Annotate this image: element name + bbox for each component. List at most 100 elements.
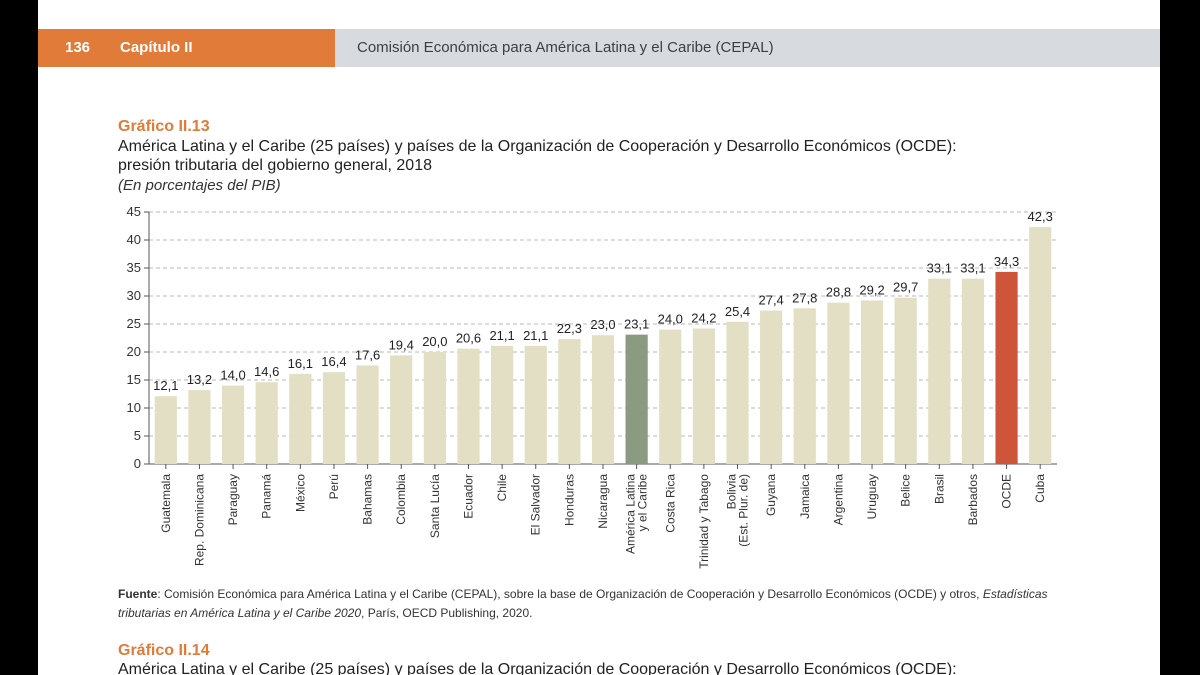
category-label: Argentina (831, 474, 845, 526)
source-colon: : (157, 587, 165, 601)
bar (558, 339, 581, 464)
publisher-name: Comisión Económica para América Latina y… (357, 39, 774, 56)
bar (860, 300, 884, 464)
data-label: 27,8 (792, 290, 817, 305)
data-label: 21,1 (523, 328, 548, 343)
header-accent-block: 136 Capítulo II (38, 29, 335, 67)
data-label: 20,0 (422, 334, 447, 349)
bar (1029, 227, 1052, 464)
data-label: 34,3 (994, 254, 1019, 269)
data-label: 23,0 (590, 317, 615, 332)
category-label: Nicaragua (596, 474, 610, 529)
data-label: 33,1 (927, 261, 952, 276)
category-label: Perú (327, 474, 341, 499)
source-note: Fuente: Comisión Económica para América … (118, 585, 1098, 623)
y-tick-label: 15 (127, 372, 141, 387)
category-label: Bolivia (725, 474, 739, 510)
bar (659, 329, 682, 464)
data-label: 13,2 (187, 372, 212, 387)
next-figure-label: Gráfico II.14 (118, 642, 210, 659)
category-label: Honduras (562, 474, 576, 526)
bar (726, 321, 749, 464)
category-label: OCDE (1000, 474, 1014, 509)
chapter-label: Capítulo II (120, 39, 193, 56)
figure-label: Gráfico II.13 (118, 118, 210, 135)
bar (894, 297, 917, 464)
data-label: 25,4 (725, 304, 750, 319)
data-label: 17,6 (355, 347, 380, 362)
bar (961, 278, 985, 464)
category-label: Belice (899, 474, 913, 507)
y-tick-label: 45 (127, 204, 141, 219)
bar (322, 372, 346, 464)
figure-subtitle: (En porcentajes del PIB) (118, 177, 281, 194)
source-publication-title: Estadísticas tributarias en América Lati… (118, 587, 1048, 620)
data-label: 14,6 (254, 364, 279, 379)
category-label: Bahamas (361, 474, 375, 525)
data-label: 28,8 (826, 285, 851, 300)
data-label: 14,0 (220, 368, 245, 383)
y-tick-label: 5 (134, 428, 141, 443)
y-tick-label: 25 (127, 316, 141, 331)
category-label: Chile (495, 474, 509, 502)
category-label: Cuba (1033, 474, 1047, 503)
bar (154, 396, 177, 464)
category-label: Ecuador (461, 474, 475, 519)
data-label: 24,2 (691, 310, 716, 325)
category-label: Uruguay (865, 474, 879, 519)
bar (625, 334, 648, 464)
next-figure-title: América Latina y el Caribe (25 países) y… (118, 661, 957, 675)
bar (423, 352, 446, 464)
category-label: Colombia (394, 474, 408, 525)
figure-title-line-2: presión tributaria del gobierno general,… (118, 157, 432, 174)
bar (827, 302, 850, 464)
page-number: 136 (65, 39, 91, 56)
bar (692, 328, 715, 464)
category-label: y el Caribe (636, 474, 650, 532)
page-header: 136 Capítulo II Comisión Económica para … (38, 29, 1160, 67)
category-label: Jamaica (798, 474, 812, 519)
bar (221, 385, 245, 464)
data-label: 16,4 (321, 354, 346, 369)
y-tick-label: 30 (127, 288, 141, 303)
data-label: 29,7 (893, 280, 918, 295)
y-tick-label: 20 (127, 344, 141, 359)
category-label: Paraguay (226, 474, 240, 525)
source-text: Comisión Económica para América Latina y… (164, 587, 983, 601)
bar (457, 348, 480, 464)
y-tick-label: 40 (127, 232, 141, 247)
bar (793, 308, 816, 464)
report-page: 136 Capítulo II Comisión Económica para … (38, 0, 1160, 675)
bar (928, 278, 951, 464)
bar (255, 382, 278, 464)
category-label: Barbados (966, 474, 980, 525)
data-label: 19,4 (389, 337, 414, 352)
y-tick-label: 35 (127, 260, 141, 275)
data-label: 24,0 (658, 312, 683, 327)
data-label: 42,3 (1028, 209, 1053, 224)
bar (356, 365, 379, 464)
bar (289, 373, 312, 464)
data-label: 16,1 (288, 356, 313, 371)
category-label: Costa Rica (663, 474, 677, 533)
y-tick-label: 0 (134, 456, 141, 471)
category-label: México (293, 474, 307, 512)
category-label: Guatemala (159, 474, 173, 533)
bar (390, 355, 413, 464)
figure-title-line-1: América Latina y el Caribe (25 países) y… (118, 138, 957, 155)
category-label: Rep. Dominicana (192, 474, 206, 566)
data-label: 21,1 (489, 328, 514, 343)
bar (524, 345, 547, 464)
category-label: Brasil (932, 474, 946, 504)
data-label: 33,1 (960, 261, 985, 276)
bar (995, 271, 1018, 464)
category-label: Guyana (764, 474, 778, 516)
category-label: El Salvador (529, 474, 543, 535)
bar (491, 345, 514, 464)
category-label: América Latina (624, 474, 638, 554)
category-label: Panamá (260, 474, 274, 519)
bar-chart: 0 5 10 15 20 25 30 35 40 45 12,1 Guatemala 13,2 Rep. … (127, 204, 1057, 569)
category-label: Trinidad y Tabago (697, 474, 711, 569)
data-label: 22,3 (557, 321, 582, 336)
source-label: Fuente (118, 587, 158, 601)
